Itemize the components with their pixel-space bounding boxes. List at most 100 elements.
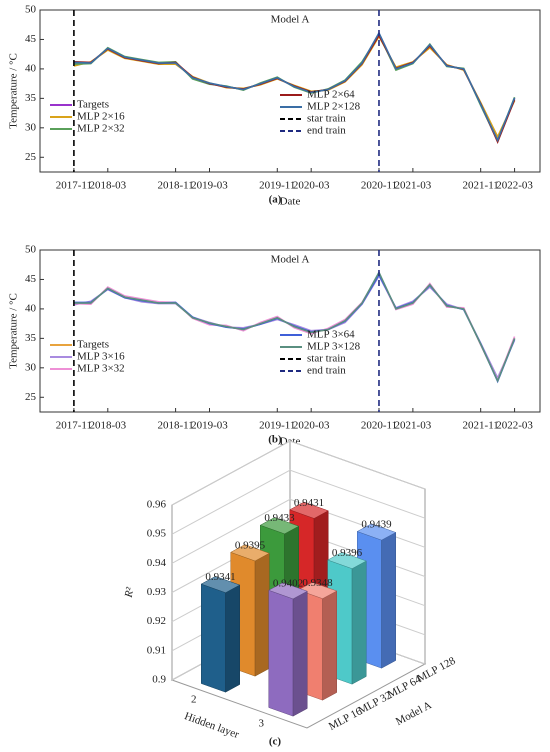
legend-label: star train [307,113,346,125]
x-tick-label: 2022-03 [496,180,533,192]
series-line [73,33,516,145]
x-tick-label: 2022-03 [496,420,533,432]
value-label: 0.9395 [235,539,266,551]
bar-side [225,584,240,693]
x-tick-label: 2021-03 [395,420,432,432]
z-tick-label: 0.94 [147,557,167,569]
bar-top [289,501,329,519]
x-tick-label: 2020-03 [293,180,330,192]
legend-label: MLP 3×32 [77,363,125,375]
z-tick-label: 0.92 [147,615,166,627]
x-tick-label: 2019-11 [259,180,295,192]
x-tick-label: 2017-11 [56,180,92,192]
value-label: 0.9439 [361,518,392,530]
y-axis-label: Temperature / °C [8,293,20,369]
bar-top [200,576,241,593]
z-tick-label: 0.96 [147,499,167,511]
legend-label: Targets [77,339,109,351]
y-tick-label: 30 [25,361,37,373]
legend-label: MLP 2×128 [307,101,361,113]
chart-title: Model A [271,254,310,266]
bar-side [381,532,396,669]
x-tick-label: 2020-11 [361,180,397,192]
legend-label: star train [307,353,346,365]
bar-top [259,517,300,535]
y-tick-label: 50 [25,244,37,256]
y-tick-label: 35 [25,332,37,344]
bar-top [297,582,338,599]
bar-side [322,590,337,701]
bar-front [201,583,226,693]
y-tick-label: 25 [25,391,37,403]
bar-side [351,560,367,685]
y-tick-label: 40 [25,62,37,74]
y-tick-label: 30 [25,121,37,133]
bar-side [292,590,308,717]
bar [200,576,241,693]
x-tick-label: 2021-03 [395,180,432,192]
legend-label: MLP 2×32 [77,123,125,135]
x-tick-label: 2018-11 [157,180,193,192]
y-tick-label: 40 [25,302,37,314]
value-label: 0.9341 [205,571,235,583]
x-tick-label: 2018-03 [89,420,126,432]
y-tick-label: 45 [25,273,37,285]
z-axis-label: R² [123,586,137,600]
z-tick-label: 0.9 [152,674,166,686]
caption: (b) [268,434,282,446]
legend-label: end train [307,125,346,137]
bar-top [230,544,270,562]
legend-label: Targets [77,99,109,111]
grid-line [171,440,426,506]
y-tick-label: 50 [25,4,37,16]
x-tick-label: 2 [191,694,197,706]
series-line [73,270,516,383]
bar-top [268,582,308,600]
series-line [73,33,516,143]
legend-label: MLP 3×64 [307,329,355,341]
x-axis-label: Date [280,196,301,208]
plot-frame [39,249,541,413]
x-tick-label: 2019-03 [191,180,228,192]
bar-front [268,589,294,717]
bar [268,582,308,717]
x-tick-label: 2021-11 [463,180,499,192]
y-tick-label: 35 [25,92,37,104]
legend-label: MLP 2×16 [77,111,125,123]
x-tick-label: 2019-11 [259,420,295,432]
value-label: 0.9396 [332,547,363,559]
value-label: 0.9402 [273,577,303,589]
x-tick-label: 2021-11 [463,420,499,432]
y-axis-label: Model A [394,699,434,728]
x-tick-label: 2018-03 [89,180,126,192]
legend-label: MLP 3×16 [77,351,125,363]
grid-line [171,469,426,535]
legend-label: end train [307,365,346,377]
value-label: 0.9433 [264,512,295,524]
z-tick-label: 0.91 [147,644,166,656]
bar-top [327,552,367,569]
x-tick-label: 2020-03 [293,420,330,432]
z-tick-label: 0.93 [147,586,167,598]
value-label: 0.9348 [302,577,333,589]
y-tick-label: 25 [25,151,37,163]
x-tick-label: 3 [259,718,265,730]
caption: (a) [269,194,282,206]
x-tick-label: 2017-11 [56,420,92,432]
plot-frame [39,9,541,173]
z-tick-label: 0.95 [147,528,167,540]
bar-top [356,523,397,541]
series-line [73,31,516,143]
y-tick-label: 45 [25,33,37,45]
caption: (c) [269,736,282,748]
legend-label: MLP 2×64 [307,89,355,101]
y-axis-label: Temperature / °C [8,53,20,129]
x-tick-label: 2020-11 [361,420,397,432]
x-tick-label: 2019-03 [191,420,228,432]
bar-side [254,552,270,677]
x-axis-label: Hidden layer [183,710,241,741]
value-label: 0.9431 [294,497,324,509]
legend-label: MLP 3×128 [307,341,361,353]
chart-title: Model A [271,14,310,26]
